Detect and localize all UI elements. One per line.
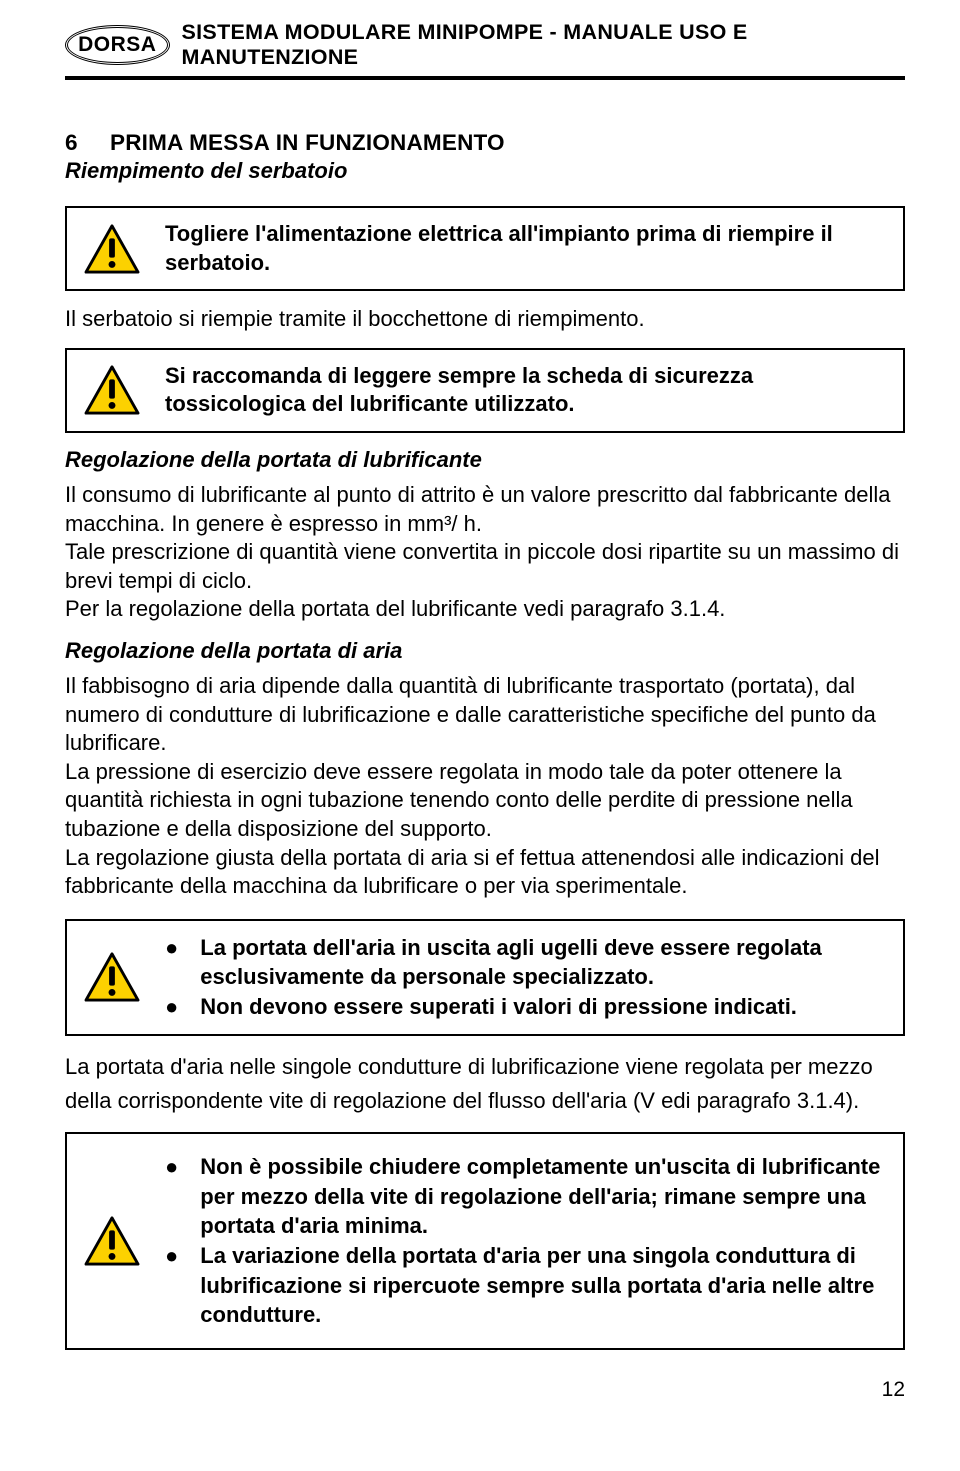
- page-header: DORSA SISTEMA MODULARE MINIPOMPE - MANUA…: [65, 20, 905, 80]
- warning-icon: [83, 364, 141, 416]
- list-item-text: La variazione della portata d'aria per u…: [200, 1241, 887, 1330]
- warning-text: Si raccomanda di leggere sempre la sched…: [165, 362, 887, 419]
- list-item-text: Non devono essere superati i valori di p…: [200, 992, 797, 1022]
- warning-icon: [83, 223, 141, 275]
- paragraph-1: Il serbatoio si riempie tramite il bocch…: [65, 305, 905, 334]
- list-item-text: Non è possibile chiudere completamente u…: [200, 1152, 887, 1241]
- list-item-text: La portata dell'aria in uscita agli ugel…: [200, 933, 887, 992]
- paragraph-3: Il fabbisogno di aria dipende dalla quan…: [65, 672, 905, 901]
- list-item: ● Non devono essere superati i valori di …: [165, 992, 887, 1022]
- bullet-icon: ●: [165, 992, 178, 1022]
- warning-icon: [83, 1215, 141, 1267]
- section-number: 6: [65, 130, 78, 155]
- subheading-1: Regolazione della portata di lubrificant…: [65, 447, 905, 473]
- bullet-icon: ●: [165, 1152, 178, 1241]
- list-item: ● La portata dell'aria in uscita agli uge…: [165, 933, 887, 992]
- section-title: PRIMA MESSA IN FUNZIONAMENTO: [110, 130, 505, 155]
- warning-box-4: ●Non è possibile chiudere completamente …: [65, 1132, 905, 1350]
- warning-list: ●Non è possibile chiudere completamente …: [165, 1152, 887, 1330]
- document-title: SISTEMA MODULARE MINIPOMPE - MANUALE USO…: [182, 20, 905, 70]
- warning-icon: [83, 951, 141, 1003]
- warning-text: Togliere l'alimentazione elettrica all'i…: [165, 220, 887, 277]
- warning-box-3: ● La portata dell'aria in uscita agli uge…: [65, 919, 905, 1036]
- list-item: ●La variazione della portata d'aria per …: [165, 1241, 887, 1330]
- section-subtitle: Riempimento del serbatoio: [65, 158, 905, 184]
- warning-box-2: Si raccomanda di leggere sempre la sched…: [65, 348, 905, 433]
- warning-box-1: Togliere l'alimentazione elettrica all'i…: [65, 206, 905, 291]
- page-number: 12: [65, 1378, 905, 1402]
- bullet-icon: ●: [165, 1241, 178, 1330]
- bullet-icon: ●: [165, 933, 178, 992]
- paragraph-2: Il consumo di lubrificante al punto di a…: [65, 481, 905, 624]
- paragraph-4: La portata d'aria nelle singole conduttu…: [65, 1050, 905, 1118]
- subheading-2: Regolazione della portata di aria: [65, 638, 905, 664]
- warning-list: ● La portata dell'aria in uscita agli uge…: [165, 933, 887, 1022]
- section-heading: 6 PRIMA MESSA IN FUNZIONAMENTO Riempimen…: [65, 130, 905, 184]
- brand-logo: DORSA: [65, 25, 170, 65]
- list-item: ●Non è possibile chiudere completamente …: [165, 1152, 887, 1241]
